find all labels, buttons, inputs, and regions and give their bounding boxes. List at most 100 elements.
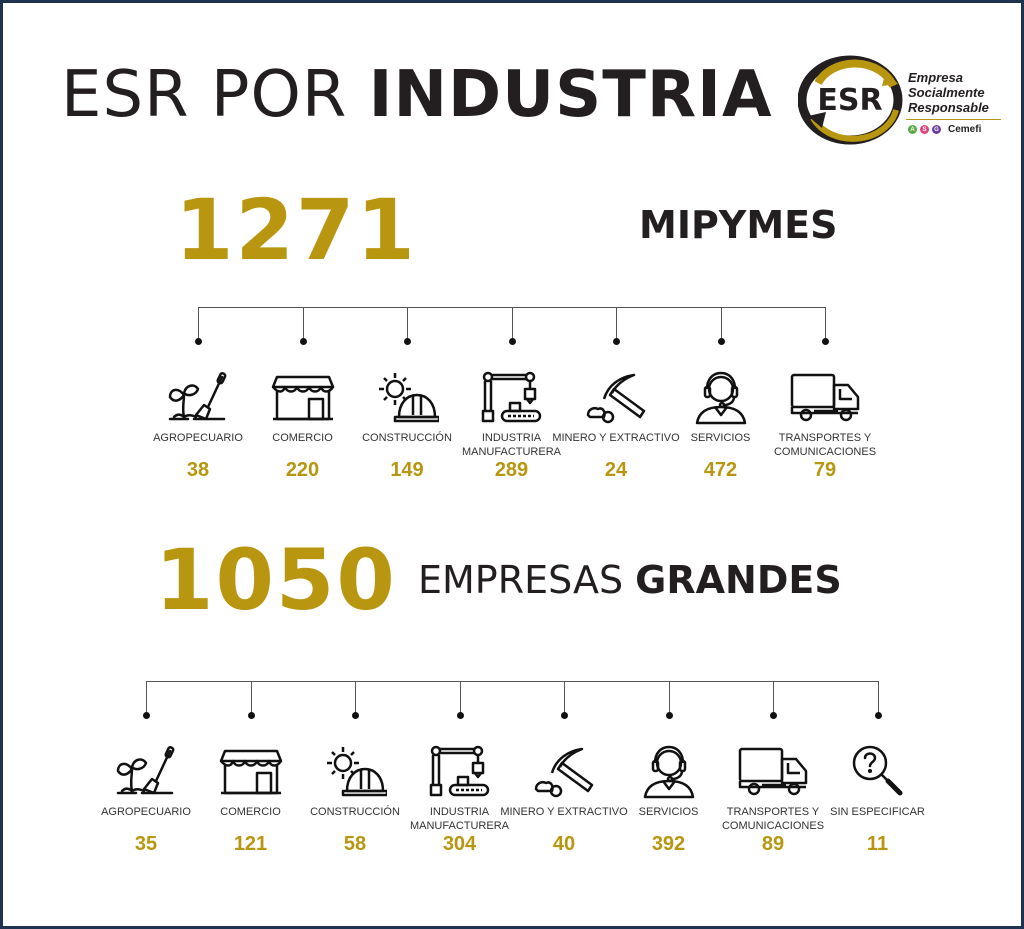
category-row2-4: MINERO Y EXTRACTIVO 40 — [499, 743, 629, 856]
tree-branch — [511, 307, 513, 341]
tree-node-dot — [247, 712, 255, 719]
svg-text:ESR: ESR — [817, 83, 882, 118]
category-value: 220 — [285, 459, 320, 481]
category-label: MINERO Y EXTRACTIVO — [552, 432, 680, 444]
tree-branch — [198, 307, 199, 341]
truck-icon — [760, 369, 890, 425]
tree-node-dot — [822, 338, 829, 345]
tree-node-dot — [874, 712, 882, 719]
tree-node-dot — [561, 712, 568, 719]
tree-node-dot — [665, 712, 673, 719]
grandes-label-bold: GRANDES — [635, 558, 842, 602]
tree-branch — [250, 681, 252, 715]
category-label: SERVICIOS — [638, 806, 699, 818]
category-value: 472 — [703, 459, 738, 481]
category-label: AGROPECUARIO — [153, 432, 243, 444]
category-label: TRANSPORTES Y COMUNICACIONES — [721, 806, 825, 832]
category-row2-3: INDUSTRIA MANUFACTURERA 304 — [395, 743, 525, 856]
agriculture-icon — [133, 369, 263, 425]
badge-s-icon: S — [920, 125, 929, 134]
grandes-label: EMPRESAS GRANDES — [418, 558, 842, 602]
search-question-icon — [813, 743, 943, 799]
esr-logo-mark-icon: ESR — [797, 55, 903, 145]
logo-org: Cemefi — [948, 124, 982, 135]
category-label: AGROPECUARIO — [101, 806, 191, 818]
logo-divider — [906, 119, 1001, 120]
category-label: SIN ESPECIFICAR — [830, 806, 925, 818]
category-value: 289 — [494, 459, 529, 481]
infographic-frame: ESR POR INDUSTRIA ESR Empresa Socialment… — [3, 3, 1021, 926]
badge-a-icon: A — [908, 125, 917, 134]
category-value: 79 — [813, 459, 837, 481]
construction-icon — [342, 369, 472, 425]
tree-node-dot — [613, 338, 620, 345]
category-row2-1: COMERCIO 121 — [186, 743, 316, 856]
logo-line2: Socialmente — [908, 85, 985, 100]
category-row2-2: CONSTRUCCIÓN 58 — [290, 743, 420, 856]
category-label: COMERCIO — [220, 806, 281, 818]
store-icon — [186, 743, 316, 799]
tree-branch — [459, 681, 461, 715]
tree-branch — [146, 681, 147, 715]
mipymes-total: 1271 — [175, 181, 417, 279]
logo-text: Empresa Socialmente Responsable — [908, 70, 989, 115]
tree-branch — [720, 307, 722, 341]
badge-g-icon: G — [932, 125, 941, 134]
tree-node-dot — [404, 338, 411, 345]
tree-branch — [355, 681, 356, 715]
tree-branch — [825, 307, 826, 341]
category-label: SERVICIOS — [690, 432, 751, 444]
factory-robot-icon — [447, 369, 577, 425]
tree-branch — [407, 307, 408, 341]
headset-agent-icon — [656, 369, 786, 425]
logo-sub: A S G Cemefi — [908, 124, 981, 135]
category-value: 35 — [134, 833, 158, 855]
category-row1-0: AGROPECUARIO 38 — [133, 369, 263, 482]
category-value: 40 — [552, 833, 576, 855]
category-value: 38 — [186, 459, 210, 481]
agriculture-icon — [81, 743, 211, 799]
tree-node-dot — [299, 338, 307, 345]
store-icon — [238, 369, 368, 425]
tree-node-dot — [717, 338, 725, 345]
category-label: COMERCIO — [272, 432, 333, 444]
category-label: MINERO Y EXTRACTIVO — [500, 806, 628, 818]
category-value: 89 — [761, 833, 785, 855]
category-row1-1: COMERCIO 220 — [238, 369, 368, 482]
tree-node-dot — [508, 338, 516, 345]
tree-branch — [773, 681, 774, 715]
category-label: CONSTRUCCIÓN — [362, 432, 452, 444]
tree-node-dot — [195, 338, 202, 345]
grandes-label-light: EMPRESAS — [418, 558, 636, 602]
pickaxe-icon — [551, 369, 681, 425]
category-label: TRANSPORTES Y COMUNICACIONES — [773, 432, 877, 458]
truck-icon — [708, 743, 838, 799]
tree-node-dot — [143, 712, 150, 719]
mipymes-label: MIPYMES — [639, 203, 838, 247]
category-value: 11 — [866, 833, 889, 855]
tree-branch — [668, 681, 670, 715]
category-row1-6: TRANSPORTES Y COMUNICACIONES 79 — [760, 369, 890, 482]
category-label: INDUSTRIA MANUFACTURERA — [461, 432, 561, 458]
category-value: 24 — [604, 459, 628, 481]
title-bold: INDUSTRIA — [368, 58, 773, 132]
category-row1-4: MINERO Y EXTRACTIVO 24 — [551, 369, 681, 482]
category-label: CONSTRUCCIÓN — [310, 806, 400, 818]
grandes-total: 1050 — [155, 531, 397, 629]
category-row2-0: AGROPECUARIO 35 — [81, 743, 211, 856]
category-row1-2: CONSTRUCCIÓN 149 — [342, 369, 472, 482]
category-row2-7: SIN ESPECIFICAR 11 — [813, 743, 943, 856]
category-row2-6: TRANSPORTES Y COMUNICACIONES 89 — [708, 743, 838, 856]
title-light: ESR POR — [61, 58, 369, 132]
tree-branch — [564, 681, 565, 715]
logo-line3: Responsable — [908, 100, 989, 115]
pickaxe-icon — [499, 743, 629, 799]
tree-branch — [302, 307, 304, 341]
tree-connector — [146, 681, 878, 682]
category-row1-5: SERVICIOS 472 — [656, 369, 786, 482]
tree-branch — [877, 681, 879, 715]
esr-logo: ESR Empresa Socialmente Responsable A S … — [797, 48, 1018, 158]
tree-branch — [616, 307, 617, 341]
page-title: ESR POR INDUSTRIA — [61, 58, 773, 132]
category-value: 304 — [442, 833, 477, 855]
